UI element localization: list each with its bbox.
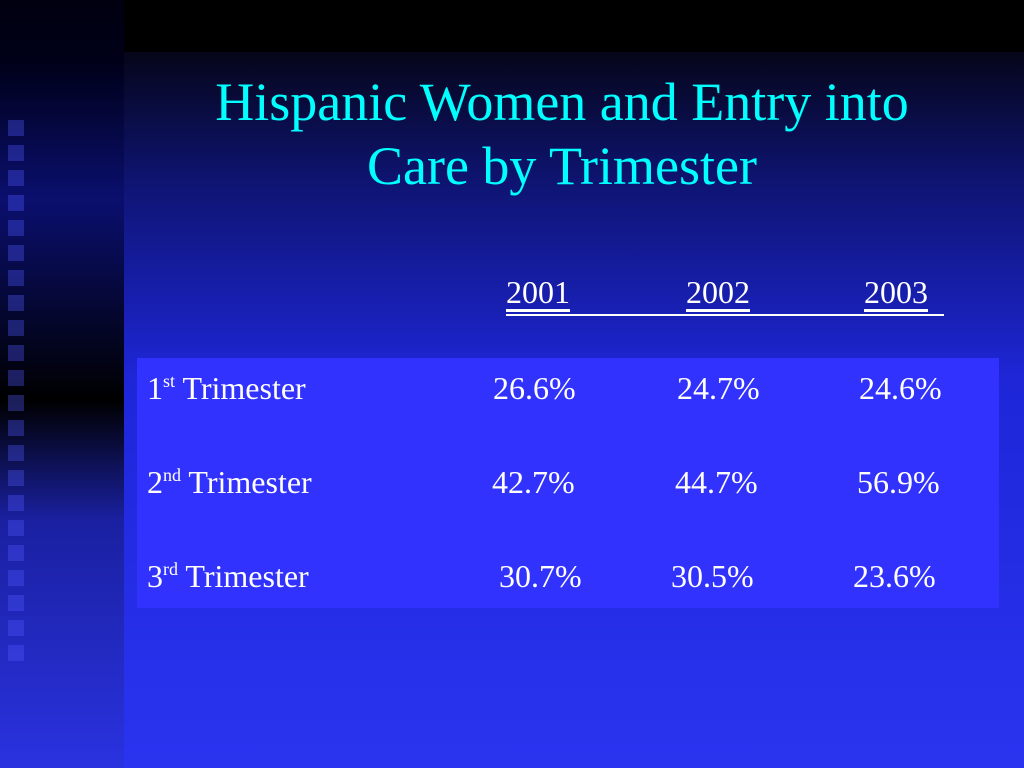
decorative-square	[8, 395, 24, 411]
row-label: 3rd Trimester	[147, 558, 309, 594]
cell-2001: 42.7%	[492, 464, 575, 500]
decorative-square	[8, 470, 24, 486]
header-underline	[506, 314, 944, 316]
cell-2002: 30.5%	[671, 558, 754, 594]
decorative-square	[8, 420, 24, 436]
decorative-square	[8, 245, 24, 261]
table-row-3rd-trimester: 3rd Trimester 30.7% 30.5% 23.6%	[137, 558, 999, 598]
decorative-square	[8, 220, 24, 236]
decorative-square	[8, 545, 24, 561]
slide-title: Hispanic Women and Entry into Care by Tr…	[124, 70, 1000, 198]
top-band	[124, 0, 1024, 52]
decorative-square	[8, 645, 24, 661]
decorative-square	[8, 195, 24, 211]
title-line-2: Care by Trimester	[367, 136, 757, 196]
cell-2001: 26.6%	[493, 370, 576, 406]
decorative-square	[8, 520, 24, 536]
column-header-2001: 2001	[506, 274, 570, 310]
decorative-square	[8, 495, 24, 511]
decorative-squares	[8, 120, 26, 670]
decorative-square	[8, 345, 24, 361]
decorative-square	[8, 145, 24, 161]
cell-2002: 44.7%	[675, 464, 758, 500]
decorative-square	[8, 370, 24, 386]
cell-2003: 24.6%	[859, 370, 942, 406]
decorative-square	[8, 120, 24, 136]
decorative-square	[8, 320, 24, 336]
decorative-square	[8, 570, 24, 586]
cell-2001: 30.7%	[499, 558, 582, 594]
decorative-square	[8, 170, 24, 186]
column-header-2002: 2002	[686, 274, 750, 310]
decorative-square	[8, 595, 24, 611]
cell-2003: 56.9%	[857, 464, 940, 500]
title-line-1: Hispanic Women and Entry into	[215, 72, 909, 132]
row-label: 1st Trimester	[147, 370, 306, 406]
cell-2002: 24.7%	[677, 370, 760, 406]
table-row-1st-trimester: 1st Trimester 26.6% 24.7% 24.6%	[137, 370, 999, 410]
decorative-square	[8, 295, 24, 311]
cell-2003: 23.6%	[853, 558, 936, 594]
table-row-2nd-trimester: 2nd Trimester 42.7% 44.7% 56.9%	[137, 464, 999, 504]
left-decorative-strip	[0, 0, 124, 768]
decorative-square	[8, 620, 24, 636]
row-label: 2nd Trimester	[147, 464, 312, 500]
decorative-square	[8, 445, 24, 461]
column-header-2003: 2003	[864, 274, 928, 310]
data-table: 1st Trimester 26.6% 24.7% 24.6% 2nd Trim…	[137, 358, 999, 608]
decorative-square	[8, 270, 24, 286]
